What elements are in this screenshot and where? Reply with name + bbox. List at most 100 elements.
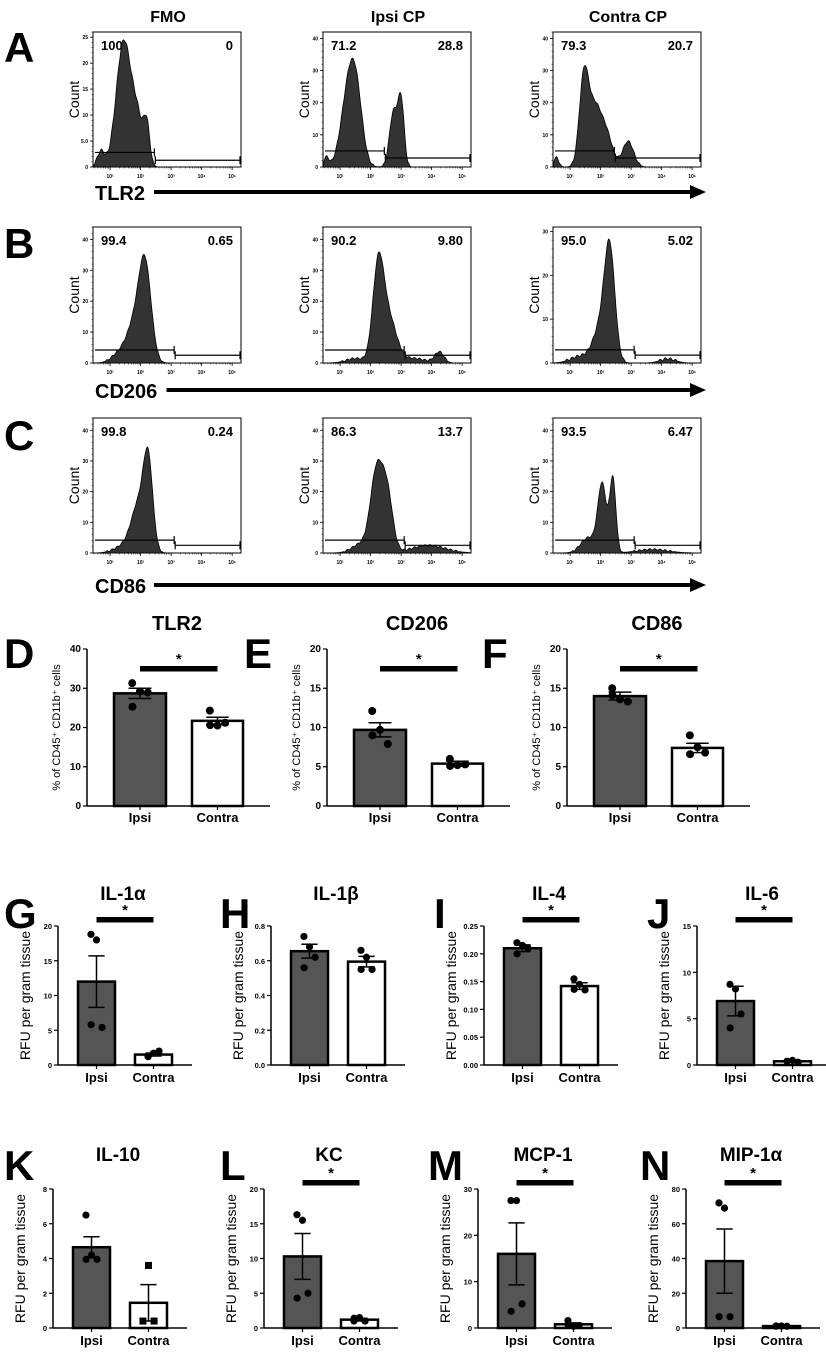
data-point — [368, 965, 376, 974]
y-tick-label: 15 — [310, 683, 322, 694]
significance-bar — [140, 666, 218, 672]
y-tick-label: 0 — [315, 801, 321, 812]
y-tick-label: 0.20 — [463, 950, 478, 959]
bar-ipsi — [71, 1245, 112, 1330]
panel-letter: I — [434, 890, 446, 937]
y-axis-label: Count — [66, 81, 82, 118]
y-axis-label: RFU per gram tissue — [437, 1194, 453, 1323]
y-tick-label: 5 — [254, 1289, 258, 1298]
y-tick-label: 0.6 — [255, 957, 265, 966]
gate-left-percent: 99.4 — [101, 233, 127, 248]
data-point — [524, 944, 532, 952]
y-tick-label: 20 — [310, 644, 322, 655]
x-category-label: Contra — [559, 1070, 602, 1085]
data-point — [362, 953, 371, 961]
y-axis-label: Count — [526, 81, 542, 118]
y-tick-label: 40 — [542, 428, 548, 434]
data-point — [507, 1196, 515, 1205]
significance-bar — [724, 1180, 782, 1186]
chart-title: TLR2 — [152, 613, 202, 635]
histogram-curve — [323, 57, 471, 168]
x-tick-label: 10³ — [168, 370, 176, 376]
data-point — [368, 731, 377, 740]
histogram-curve — [553, 65, 701, 168]
data-point — [357, 965, 365, 974]
y-tick-label: 15 — [550, 683, 562, 694]
gate-left-percent: 79.3 — [561, 38, 586, 53]
data-point — [453, 761, 462, 770]
y-axis-label: RFU per gram tissue — [17, 931, 33, 1060]
data-point — [128, 679, 137, 688]
data-point — [715, 1199, 723, 1207]
x-category-label: Contra — [339, 1333, 382, 1348]
data-point — [720, 1204, 729, 1212]
y-tick-label: 20 — [70, 723, 82, 734]
x-tick-label: 10¹ — [336, 560, 344, 566]
chart-title: MIP-1α — [720, 1145, 783, 1166]
gate-right-percent: 0 — [226, 38, 233, 53]
significance-star: * — [656, 651, 662, 668]
data-point — [513, 950, 521, 958]
panel-letter: L — [220, 1142, 246, 1189]
y-tick-label: 10 — [683, 968, 691, 977]
y-tick-label: 2 — [43, 1289, 47, 1298]
bar-ipsi — [592, 694, 648, 808]
x-category-label: Ipsi — [713, 1333, 735, 1348]
x-tick-label: 10⁴ — [198, 560, 207, 566]
x-tick-label: 10¹ — [336, 174, 344, 180]
data-point — [361, 1317, 369, 1325]
column-header: Contra CP — [589, 9, 668, 26]
data-point — [311, 953, 319, 961]
histogram-curve — [93, 39, 241, 168]
panel-letter: G — [4, 890, 37, 937]
y-tick-label: 30 — [70, 683, 82, 694]
significance-bar — [620, 666, 698, 672]
x-tick-label: 10⁵ — [688, 560, 697, 566]
y-tick-label: 0.4 — [255, 992, 266, 1001]
x-category-label: Contra — [761, 1333, 804, 1348]
x-tick-label: 10³ — [168, 174, 176, 180]
bar-contra — [559, 984, 600, 1067]
y-tick-label: 40 — [70, 644, 82, 655]
data-point — [575, 980, 584, 988]
bar-ipsi — [502, 946, 543, 1067]
significance-star: * — [416, 651, 422, 668]
chart-title: KC — [315, 1145, 343, 1166]
data-point — [513, 939, 521, 947]
y-tick-label: 30 — [82, 268, 88, 274]
y-tick-label: 0 — [254, 1324, 258, 1333]
data-point — [518, 941, 527, 950]
data-point — [300, 932, 308, 941]
y-tick-label: 0 — [75, 801, 81, 812]
data-point — [512, 1196, 521, 1205]
data-point — [139, 1317, 147, 1325]
x-category-label: Contra — [197, 810, 240, 825]
y-tick-label: 10 — [82, 520, 88, 526]
y-tick-label: 0.15 — [463, 978, 478, 987]
y-tick-label: 0 — [555, 801, 561, 812]
marker-axis-label: CD86 — [95, 576, 146, 598]
data-point — [206, 721, 215, 730]
histogram-curve — [553, 238, 701, 364]
significance-bar — [735, 917, 793, 923]
gate-right-percent: 28.8 — [438, 38, 463, 53]
y-tick-label: 10 — [312, 520, 318, 526]
y-tick-label: 20 — [542, 490, 548, 496]
bar-contra — [346, 960, 387, 1067]
data-point — [150, 1317, 158, 1325]
x-category-label: Ipsi — [298, 1070, 320, 1085]
y-axis-label: RFU per gram tissue — [656, 931, 672, 1060]
y-tick-label: 10 — [550, 723, 562, 734]
data-point — [564, 1321, 572, 1329]
data-point — [144, 1053, 152, 1061]
y-tick-label: 20 — [464, 1231, 472, 1240]
x-category-label: Ipsi — [511, 1070, 533, 1085]
y-tick-label: 40 — [672, 1255, 680, 1264]
panel-letter: C — [4, 412, 34, 459]
panel-letter: N — [640, 1142, 670, 1189]
chart-title: CD86 — [631, 613, 682, 635]
y-tick-label: 0.00 — [463, 1061, 478, 1070]
y-tick-label: 10 — [70, 762, 82, 773]
data-point — [149, 1049, 158, 1057]
x-tick-label: 10¹ — [566, 174, 574, 180]
